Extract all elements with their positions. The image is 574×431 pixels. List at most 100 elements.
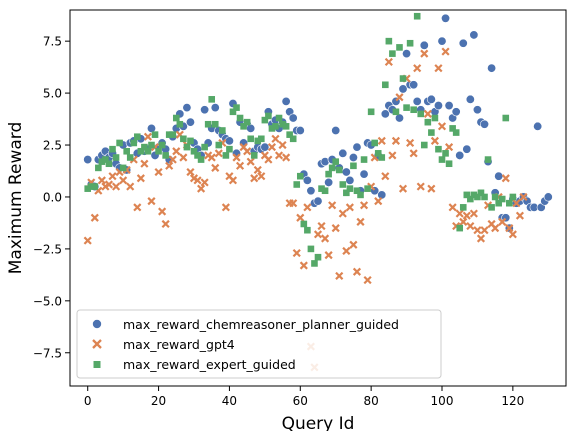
y-tick-label: 5.0	[43, 87, 62, 101]
data-point-x	[423, 109, 432, 118]
x-axis-ticks: 0 20 40 60 80 100 120	[84, 386, 524, 408]
data-point-square	[194, 152, 201, 159]
data-point-x	[278, 140, 287, 150]
data-point-x	[147, 197, 156, 206]
data-point-circle	[200, 105, 210, 115]
data-point-square	[222, 152, 230, 159]
data-point-square	[318, 185, 325, 192]
legend-label-gpt4: max_reward_gpt4	[123, 337, 235, 352]
data-point-x	[214, 149, 223, 158]
data-point-x	[328, 201, 337, 210]
data-point-square	[304, 226, 311, 234]
data-point-square	[367, 108, 375, 116]
data-point-circle	[480, 119, 490, 129]
data-point-x	[512, 199, 521, 208]
data-point-square	[187, 137, 194, 145]
data-point-square	[410, 106, 417, 114]
data-point-square	[126, 154, 134, 161]
data-point-x	[398, 184, 408, 193]
data-point-circle	[83, 155, 93, 165]
data-point-square	[307, 245, 315, 253]
data-point-x	[119, 176, 128, 185]
data-point-square	[254, 137, 262, 145]
data-point-x	[154, 167, 163, 177]
data-point-x	[303, 203, 312, 212]
data-point-circle	[426, 94, 436, 104]
data-point-x	[292, 248, 301, 258]
data-point-x	[253, 165, 262, 175]
data-point-square	[282, 123, 290, 130]
x-tick-label: 0	[84, 394, 92, 408]
data-point-square	[406, 39, 414, 47]
data-point-x	[108, 172, 117, 181]
data-point-x	[250, 174, 259, 183]
data-point-square	[247, 135, 254, 143]
data-point-square	[141, 143, 148, 151]
data-point-square	[180, 135, 187, 143]
data-point-square	[296, 172, 304, 180]
data-point-square	[389, 50, 396, 57]
data-point-x	[480, 226, 489, 235]
data-point-square	[456, 224, 464, 232]
data-point-circle	[469, 30, 479, 40]
legend-marker-square	[93, 361, 101, 368]
data-point-square	[190, 147, 198, 155]
data-point-square	[134, 133, 141, 141]
data-point-circle	[455, 150, 465, 160]
data-point-square	[211, 120, 219, 128]
data-point-square	[502, 114, 510, 122]
data-point-square	[102, 156, 109, 163]
data-point-circle	[451, 107, 461, 117]
data-point-x	[168, 155, 177, 164]
data-point-x	[508, 230, 517, 239]
data-point-x	[179, 153, 188, 162]
data-point-x	[324, 251, 333, 260]
x-tick-label: 40	[222, 394, 237, 408]
data-point-x	[359, 201, 369, 210]
plot-marks	[83, 12, 553, 372]
legend-marker-circle	[92, 319, 102, 329]
data-point-square	[155, 147, 162, 155]
data-point-circle	[288, 113, 298, 123]
data-point-square	[289, 135, 297, 143]
data-point-square	[445, 160, 453, 168]
data-point-square	[265, 112, 272, 120]
data-point-x	[409, 149, 418, 158]
legend: max_reward_chemreasoner_planner_guided m…	[76, 309, 442, 379]
data-point-x	[104, 180, 114, 189]
data-point-circle	[487, 63, 497, 73]
data-point-square	[392, 108, 400, 116]
data-point-square	[286, 131, 293, 138]
data-point-x	[445, 143, 454, 152]
data-point-square	[428, 129, 435, 136]
data-point-circle	[224, 136, 234, 146]
data-point-circle	[472, 105, 482, 115]
data-point-x	[158, 207, 167, 216]
x-tick-label: 60	[293, 394, 308, 408]
data-point-x	[97, 176, 106, 185]
data-point-circle	[441, 13, 451, 23]
data-point-square	[321, 187, 329, 195]
data-point-square	[165, 131, 173, 138]
data-point-circle	[341, 167, 351, 177]
data-point-x	[197, 184, 206, 193]
data-point-x	[299, 261, 308, 270]
data-point-square	[236, 114, 244, 122]
data-point-x	[126, 182, 135, 191]
data-point-square	[84, 185, 92, 192]
data-point-square	[137, 147, 145, 155]
data-point-square	[109, 145, 116, 153]
data-point-square	[506, 199, 513, 207]
data-point-x	[462, 211, 471, 220]
data-point-x	[267, 143, 277, 152]
data-point-square	[364, 185, 371, 192]
y-tick-label: 0.0	[43, 190, 62, 204]
y-tick-label: 2.5	[43, 139, 62, 153]
data-point-x	[83, 236, 92, 245]
data-point-square	[452, 129, 460, 136]
data-point-x	[384, 57, 393, 67]
data-point-square	[95, 164, 102, 172]
data-point-circle	[185, 117, 195, 127]
data-point-square	[459, 204, 467, 211]
data-point-x	[161, 219, 170, 229]
